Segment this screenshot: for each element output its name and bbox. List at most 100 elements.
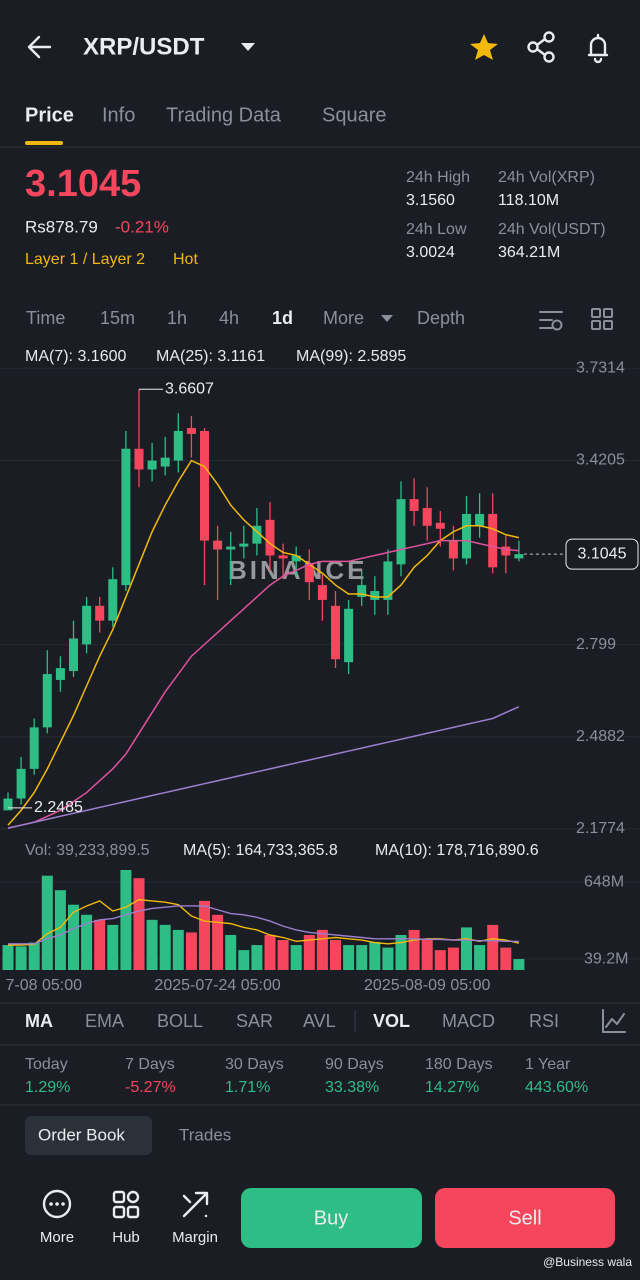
candle-body [357, 585, 367, 597]
volume-bar [107, 924, 119, 970]
candle-body [42, 674, 52, 728]
local-price: Rs878.79 [25, 217, 98, 236]
candle-body [396, 499, 406, 565]
interval[interactable]: 15m [100, 308, 135, 328]
volume-bar [41, 875, 53, 970]
tab[interactable]: Info [102, 104, 135, 126]
volume-bar [185, 932, 197, 970]
candle-body [291, 555, 301, 562]
candle-body [370, 591, 380, 600]
indicator-tab[interactable]: EMA [85, 1011, 124, 1031]
interval[interactable]: More [323, 308, 364, 328]
nav-label[interactable]: Hub [112, 1229, 140, 1246]
x-tick-label: 7-08 05:00 [5, 977, 82, 994]
period-change: -5.27% [125, 1079, 176, 1096]
nav-label[interactable]: More [40, 1229, 74, 1246]
order-book-pill[interactable] [25, 1116, 152, 1155]
volume-bar [290, 945, 302, 970]
hot-tag[interactable]: Hot [173, 251, 198, 268]
hub-icon [112, 1190, 140, 1219]
share-button[interactable] [527, 31, 555, 63]
candle-body [16, 768, 26, 799]
settings-gear [551, 319, 563, 331]
y-tick-label: 2.799 [576, 636, 616, 653]
volume-ma-line [8, 905, 519, 945]
x-tick-label: 2025-07-24 05:00 [154, 977, 280, 994]
y-tick-label: 3.4205 [576, 452, 625, 469]
candle-body [252, 525, 262, 544]
interval[interactable]: 1d [272, 308, 293, 328]
icon-ring [42, 1189, 72, 1219]
indicator-tab[interactable]: AVL [303, 1011, 336, 1031]
indicator-tab[interactable]: MA [25, 1011, 53, 1031]
period-change: 33.38% [325, 1079, 379, 1096]
low-label: 2.2485 [34, 799, 83, 816]
credit: @Business wala [543, 1255, 632, 1269]
settings-lines [539, 311, 563, 329]
layout-grid[interactable] [591, 308, 613, 330]
indicator-tab[interactable]: MACD [442, 1011, 495, 1031]
share-node [543, 31, 555, 43]
candle-body [278, 555, 288, 559]
volume-bar [303, 934, 315, 970]
chart-settings[interactable] [539, 311, 563, 331]
back-button[interactable] [27, 35, 52, 59]
indicator-tab[interactable]: RSI [529, 1011, 559, 1031]
share-link [535, 37, 547, 57]
indicator-settings[interactable] [602, 1009, 626, 1033]
last-price-box [565, 538, 639, 570]
pair-title[interactable]: XRP/USDT [83, 33, 205, 60]
book-tab[interactable]: Trades [179, 1125, 231, 1144]
indicator-tab[interactable]: BOLL [157, 1011, 203, 1031]
volume-bar [120, 870, 132, 970]
candle-body [514, 554, 524, 559]
volume-bar [68, 904, 79, 970]
nav-label[interactable]: Margin [172, 1229, 218, 1246]
pair-dropdown[interactable] [241, 43, 255, 51]
volume-bar [251, 945, 263, 970]
interval[interactable]: Time [26, 308, 65, 328]
period-change: 1.71% [225, 1079, 270, 1096]
volume-bar [500, 947, 512, 970]
ma-legend: MA(25): 3.1161 [156, 348, 265, 365]
ma-legend: MA(7): 3.1600 [25, 348, 126, 365]
stat-label: 24h Vol(XRP) [498, 169, 595, 186]
tab[interactable]: Square [322, 104, 387, 126]
favorite-star[interactable] [470, 34, 498, 60]
interval[interactable]: 4h [219, 308, 239, 328]
candle-body [186, 427, 196, 434]
candle-body [488, 513, 498, 568]
book-tab[interactable]: Order Book [38, 1125, 125, 1144]
stat-label: 24h Low [406, 221, 467, 238]
icon-cell [126, 1190, 140, 1204]
volume-bar [94, 919, 106, 970]
tab[interactable]: Price [25, 104, 74, 126]
candle-body [226, 546, 236, 550]
ma-line [7, 539, 519, 829]
stat-value: 3.0024 [406, 244, 455, 261]
candle-body [435, 522, 445, 529]
candle-body [344, 608, 354, 663]
volume-bar [277, 940, 289, 970]
category-tag[interactable]: Layer 1 / Layer 2 [25, 251, 145, 268]
volume-title: Vol: 39,233,899.5 [25, 842, 150, 859]
indicator-tab[interactable]: SAR [236, 1011, 273, 1031]
tab[interactable]: Trading Data [166, 104, 282, 126]
alerts-bell[interactable] [587, 33, 609, 64]
grid-cell [591, 308, 601, 318]
interval[interactable]: 1h [167, 308, 187, 328]
period-label: 1 Year [525, 1056, 571, 1073]
buy-button[interactable] [241, 1188, 422, 1248]
volume-bar [408, 929, 420, 970]
y-tick-label: 648M [584, 873, 624, 890]
candle-body [160, 457, 170, 467]
candle-body [82, 605, 92, 645]
sell-button[interactable] [435, 1188, 615, 1248]
candle-body [331, 605, 340, 660]
ma-line [7, 459, 520, 826]
indicator-tab[interactable]: VOL [373, 1011, 410, 1031]
more-caret [381, 315, 393, 322]
candle-body [422, 508, 432, 526]
interval[interactable]: Depth [417, 308, 465, 328]
